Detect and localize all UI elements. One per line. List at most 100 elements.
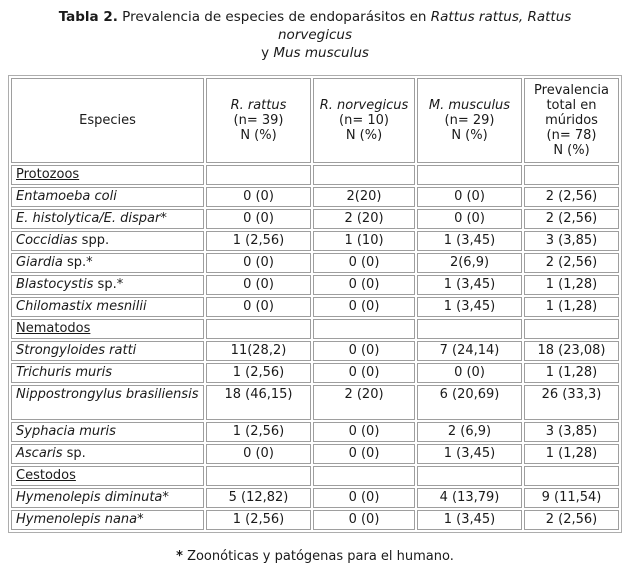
value-cell: 1 (2,56) [206, 363, 311, 383]
value-cell: 2 (2,56) [524, 209, 619, 229]
value-cell: 0 (0) [313, 275, 415, 295]
table-row: Hymenolepis diminuta* 5 (12,82) 0 (0) 4 (13… [11, 488, 619, 508]
section-row: Nematodos [11, 319, 619, 339]
value-cell: 1 (1,28) [524, 275, 619, 295]
value-cell: 7 (24,14) [417, 341, 522, 361]
table-row: Coccidias spp. 1 (2,56) 1 (10) 1 (3,45) 3 (3… [11, 231, 619, 251]
value-cell: 2 (2,56) [524, 253, 619, 273]
footnote-text: Zoonóticas y patógenas para el humano. [182, 549, 454, 564]
empty-cell [417, 319, 522, 339]
species-cell: Chilomastix mesnilii [11, 297, 204, 317]
value-cell: 0 (0) [313, 488, 415, 508]
value-cell: 6 (20,69) [417, 385, 522, 420]
value-cell: 4 (13,79) [417, 488, 522, 508]
value-cell: 11(28,2) [206, 341, 311, 361]
value-cell: 3 (3,85) [524, 231, 619, 251]
empty-cell [313, 466, 415, 486]
empty-cell [524, 466, 619, 486]
value-cell: 0 (0) [206, 444, 311, 464]
species-cell: Hymenolepis nana* [11, 510, 204, 530]
table-row: Chilomastix mesnilii 0 (0) 0 (0) 1 (3,45) 1 … [11, 297, 619, 317]
value-cell: 0 (0) [206, 209, 311, 229]
species-cell: Nippostrongylus brasiliensis [11, 385, 204, 420]
empty-cell [313, 319, 415, 339]
column-header-r-rattus: R. rattus (n= 39) N (%) [206, 78, 311, 163]
value-cell: 1 (3,45) [417, 275, 522, 295]
species-cell: Giardia sp.* [11, 253, 204, 273]
species-cell: Blastocystis sp.* [11, 275, 204, 295]
prevalence-table: Especies R. rattus (n= 39) N (%) R. norvegic… [8, 75, 622, 533]
value-cell: 3 (3,85) [524, 422, 619, 442]
value-cell: 0 (0) [417, 187, 522, 207]
species-cell: Hymenolepis diminuta* [11, 488, 204, 508]
value-cell: 0 (0) [313, 510, 415, 530]
table-row: E. histolytica/E. dispar* 0 (0) 2 (20) 0 (0… [11, 209, 619, 229]
empty-cell [417, 466, 522, 486]
value-cell: 1 (1,28) [524, 444, 619, 464]
species-cell: Coccidias spp. [11, 231, 204, 251]
value-cell: 2 (2,56) [524, 187, 619, 207]
species-cell: Syphacia muris [11, 422, 204, 442]
column-header-prevalencia-total: Prevalencia total en múridos (n= 78) N (%) [524, 78, 619, 163]
table-header-row: Especies R. rattus (n= 39) N (%) R. norvegic… [11, 78, 619, 163]
table-row: Trichuris muris 1 (2,56) 0 (0) 0 (0) 1 (1,28… [11, 363, 619, 383]
column-header-m-musculus: M. musculus (n= 29) N (%) [417, 78, 522, 163]
value-cell: 1 (1,28) [524, 297, 619, 317]
value-cell: 0 (0) [313, 297, 415, 317]
table-title-species-1: Rattus rattus, Rattus norvegicus [278, 9, 572, 43]
column-header-r-norvegicus: R. norvegicus (n= 10) N (%) [313, 78, 415, 163]
empty-cell [313, 165, 415, 185]
table-row: Giardia sp.* 0 (0) 0 (0) 2(6,9) 2 (2,56) [11, 253, 619, 273]
value-cell: 1 (3,45) [417, 297, 522, 317]
species-cell: Strongyloides ratti [11, 341, 204, 361]
table-footnote: * Zoonóticas y patógenas para el humano. [0, 549, 630, 565]
value-cell: 2(6,9) [417, 253, 522, 273]
section-row: Cestodos [11, 466, 619, 486]
value-cell: 0 (0) [313, 341, 415, 361]
table-title-species-2: Mus musculus [273, 45, 369, 61]
value-cell: 0 (0) [206, 297, 311, 317]
value-cell: 1 (1,28) [524, 363, 619, 383]
value-cell: 9 (11,54) [524, 488, 619, 508]
empty-cell [417, 165, 522, 185]
value-cell: 1 (2,56) [206, 510, 311, 530]
value-cell: 0 (0) [206, 187, 311, 207]
species-cell: Entamoeba coli [11, 187, 204, 207]
value-cell: 0 (0) [313, 253, 415, 273]
value-cell: 18 (46,15) [206, 385, 311, 420]
empty-cell [206, 319, 311, 339]
empty-cell [524, 319, 619, 339]
table-title-text: Prevalencia de especies de endoparásitos… [117, 9, 431, 25]
column-header-especies: Especies [11, 78, 204, 163]
value-cell: 1 (3,45) [417, 231, 522, 251]
value-cell: 18 (23,08) [524, 341, 619, 361]
section-label: Cestodos [11, 466, 204, 486]
table-row: Nippostrongylus brasiliensis 18 (46,15) 2 … [11, 385, 619, 420]
empty-cell [524, 165, 619, 185]
footnote-marker: * [176, 549, 183, 564]
value-cell: 1 (3,45) [417, 510, 522, 530]
value-cell: 26 (33,3) [524, 385, 619, 420]
section-label: Nematodos [11, 319, 204, 339]
table-title-conjunction: y [261, 45, 274, 61]
value-cell: 1 (3,45) [417, 444, 522, 464]
empty-cell [206, 165, 311, 185]
value-cell: 0 (0) [417, 363, 522, 383]
table-row: Entamoeba coli 0 (0) 2(20) 0 (0) 2 (2,56) [11, 187, 619, 207]
value-cell: 0 (0) [313, 363, 415, 383]
section-label: Protozoos [11, 165, 204, 185]
value-cell: 2(20) [313, 187, 415, 207]
table-row: Strongyloides ratti 11(28,2) 0 (0) 7 (24,14… [11, 341, 619, 361]
value-cell: 2 (20) [313, 209, 415, 229]
value-cell: 1 (2,56) [206, 422, 311, 442]
table-row: Ascaris sp. 0 (0) 0 (0) 1 (3,45) 1 (1,28) [11, 444, 619, 464]
value-cell: 2 (6,9) [417, 422, 522, 442]
value-cell: 0 (0) [417, 209, 522, 229]
species-cell: Ascaris sp. [11, 444, 204, 464]
species-cell: Trichuris muris [11, 363, 204, 383]
value-cell: 0 (0) [206, 253, 311, 273]
value-cell: 0 (0) [206, 275, 311, 295]
table-row: Syphacia muris 1 (2,56) 0 (0) 2 (6,9) 3 (3,8… [11, 422, 619, 442]
table-row: Hymenolepis nana* 1 (2,56) 0 (0) 1 (3,45) 2 … [11, 510, 619, 530]
